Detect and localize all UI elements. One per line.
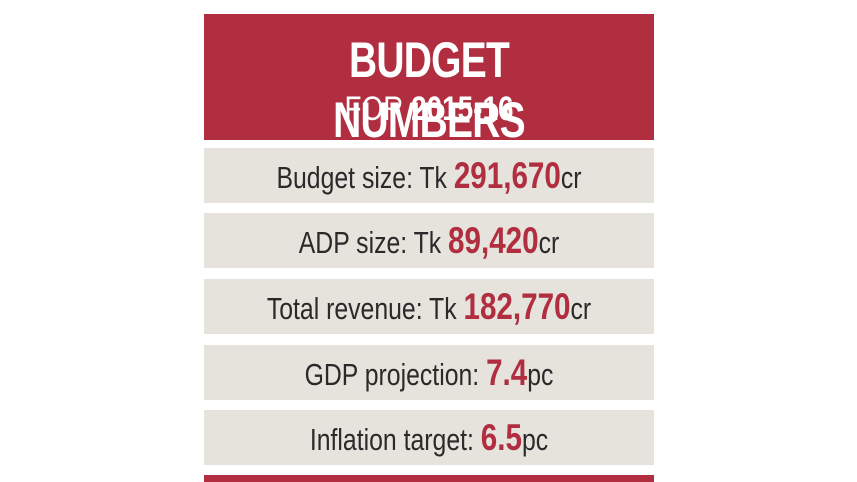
- infographic-title: BUDGET NUMBERS: [333, 32, 526, 148]
- infographic-subtitle: FOR 2015-16: [245, 88, 614, 130]
- row-label: GDP projection:: [304, 357, 487, 392]
- row-value: 6.5: [480, 417, 522, 458]
- row-unit: pc: [521, 422, 549, 457]
- row-unit: cr: [570, 291, 592, 326]
- row-label: Total revenue: Tk: [266, 291, 464, 326]
- row-adp-size: ADP size: Tk 89,420cr: [204, 213, 654, 268]
- row-unit: cr: [538, 225, 560, 260]
- row-label: ADP size: Tk: [298, 225, 449, 260]
- row-unit: cr: [560, 160, 582, 195]
- row-inflation-target: Inflation target: 6.5pc: [204, 410, 654, 465]
- row-value: 291,670: [453, 155, 561, 196]
- subtitle-prefix: FOR: [344, 90, 412, 128]
- row-unit: pc: [527, 357, 554, 392]
- subtitle-year: 2015-16: [411, 90, 514, 128]
- row-label: Inflation target:: [309, 422, 481, 457]
- row-budget-size: Budget size: Tk 291,670cr: [204, 148, 654, 203]
- budget-infographic-card: BUDGET NUMBERS FOR 2015-16 Budget size: …: [204, 14, 654, 482]
- row-gdp-projection: GDP projection: 7.4pc: [204, 345, 654, 400]
- row-value: 89,420: [448, 220, 539, 261]
- row-label: Budget size: Tk: [276, 160, 454, 195]
- row-total-revenue: Total revenue: Tk 182,770cr: [204, 279, 654, 334]
- header-banner: BUDGET NUMBERS FOR 2015-16: [204, 14, 654, 148]
- footer-accent-bar: [204, 475, 654, 482]
- row-value: 182,770: [463, 286, 571, 327]
- row-value: 7.4: [486, 352, 528, 393]
